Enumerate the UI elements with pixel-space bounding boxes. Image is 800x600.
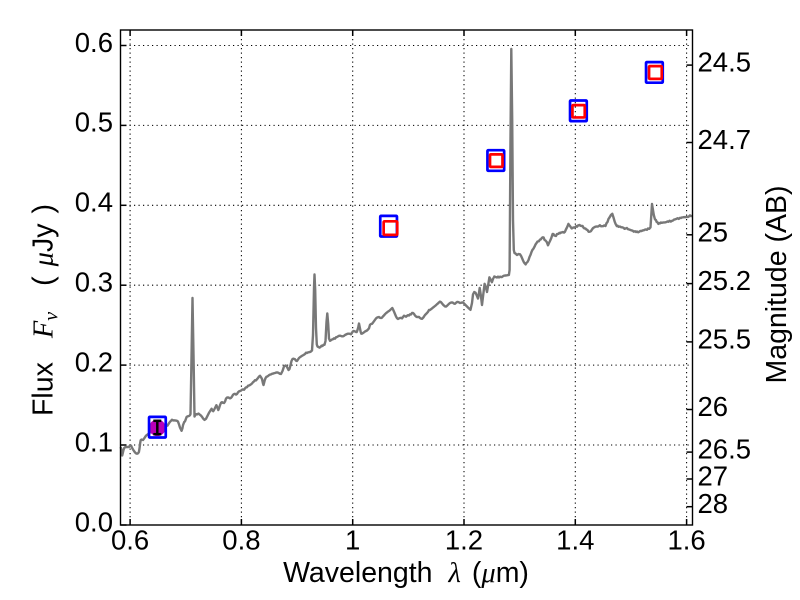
svg-text:0.4: 0.4 xyxy=(75,187,113,218)
svg-text:0.6: 0.6 xyxy=(111,524,149,555)
svg-text:1.4: 1.4 xyxy=(556,524,594,555)
svg-text:24.7: 24.7 xyxy=(698,124,752,155)
svg-text:1: 1 xyxy=(345,524,360,555)
svg-text:0.2: 0.2 xyxy=(75,346,113,377)
svg-text:27: 27 xyxy=(698,461,729,492)
svg-text:28: 28 xyxy=(698,488,729,519)
svg-text:25.5: 25.5 xyxy=(698,323,752,354)
svg-text:0.5: 0.5 xyxy=(75,107,113,138)
svg-text:0.0: 0.0 xyxy=(75,506,113,537)
svg-text:25.2: 25.2 xyxy=(698,265,752,296)
svg-text:0.8: 0.8 xyxy=(222,524,260,555)
svg-text:26: 26 xyxy=(698,391,729,422)
svg-text:24.5: 24.5 xyxy=(698,47,752,78)
svg-text:0.6: 0.6 xyxy=(75,27,113,58)
svg-text:0.1: 0.1 xyxy=(75,426,113,457)
svg-text:25: 25 xyxy=(698,216,729,247)
svg-text:Magnitude (AB): Magnitude (AB) xyxy=(761,185,793,383)
svg-text:0.3: 0.3 xyxy=(75,267,113,298)
svg-text:26.5: 26.5 xyxy=(698,434,752,465)
svg-text:1.6: 1.6 xyxy=(667,524,705,555)
svg-text:1.2: 1.2 xyxy=(445,524,483,555)
